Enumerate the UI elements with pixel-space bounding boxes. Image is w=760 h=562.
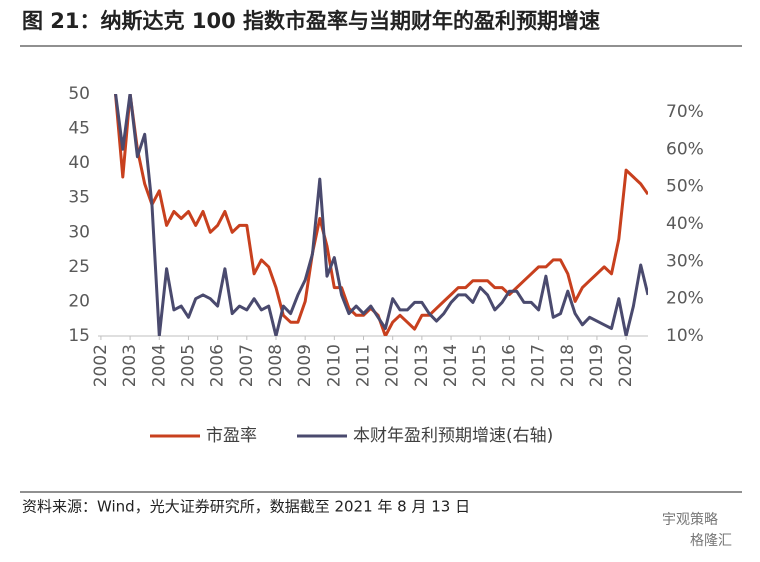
- series-group: [114, 94, 648, 336]
- y-tick-label: 20: [68, 291, 90, 311]
- y-tick-label: 30: [68, 222, 90, 242]
- y2-tick-label: 70%: [666, 102, 704, 122]
- y-tick-label: 15: [68, 326, 90, 346]
- x-tick-label: 2009: [295, 344, 315, 387]
- y-tick-label: 45: [68, 119, 90, 139]
- x-tick-label: 2013: [412, 344, 432, 387]
- x-tick-label: 2011: [354, 344, 374, 387]
- x-tick-label: 2019: [587, 344, 607, 387]
- x-tick-label: 2005: [178, 344, 198, 387]
- y2-tick-label: 20%: [666, 289, 704, 309]
- x-tick-label: 2002: [91, 344, 111, 387]
- series-line: [114, 94, 648, 336]
- x-tick-label: 2018: [558, 344, 578, 387]
- y2-tick-label: 10%: [666, 326, 704, 346]
- chart-title: 图 21：纳斯达克 100 指数市盈率与当期财年的盈利预期增速: [22, 9, 600, 33]
- x-tick-label: 2020: [616, 344, 636, 387]
- y2-tick-label: 60%: [666, 139, 704, 159]
- legend-label: 市盈率: [206, 426, 257, 446]
- x-tick-label: 2012: [383, 344, 403, 387]
- x-tick-label: 2014: [441, 344, 461, 387]
- x-tick-label: 2017: [529, 344, 549, 387]
- legend-label: 本财年盈利预期增速(右轴): [353, 426, 553, 446]
- x-tick-label: 2006: [208, 344, 228, 387]
- x-tick-label: 2008: [266, 344, 286, 387]
- x-tick-label: 2007: [237, 344, 257, 387]
- y-tick-label: 50: [68, 84, 90, 104]
- x-tick-label: 2015: [470, 344, 490, 387]
- watermark: 宇观策略: [662, 511, 718, 528]
- x-tick-label: 2010: [324, 344, 344, 387]
- x-tick-label: 2003: [120, 344, 140, 387]
- y2-tick-label: 30%: [666, 251, 704, 271]
- series-line: [114, 94, 648, 336]
- source: 资料来源：Wind，光大证券研究所，数据截至 2021 年 8 月 13 日: [22, 498, 470, 516]
- x-tick-label: 2016: [499, 344, 519, 387]
- y-tick-label: 35: [68, 188, 90, 208]
- y2-tick-label: 40%: [666, 214, 704, 234]
- watermark: 格隆汇: [690, 533, 732, 549]
- y2-tick-label: 50%: [666, 177, 704, 197]
- y-tick-label: 40: [68, 153, 90, 173]
- y-tick-label: 25: [68, 257, 90, 277]
- x-tick-label: 2004: [149, 344, 169, 387]
